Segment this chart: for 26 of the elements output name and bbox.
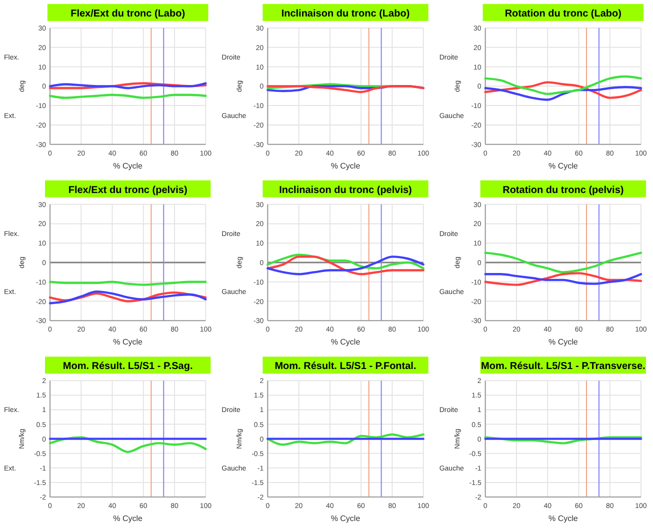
chart-title: Flex/Ext du tronc (pelvis) <box>68 184 188 196</box>
line-series <box>266 433 424 446</box>
x-axis-title: % Cycle <box>330 161 361 170</box>
x-axis-title: % Cycle <box>548 514 578 523</box>
x-axis-title: % Cycle <box>330 514 361 523</box>
line-series <box>484 86 642 101</box>
chart-title: Rotation du tronc (pelvis) <box>502 184 624 196</box>
x-axis-title: % Cycle <box>548 338 578 347</box>
line-series <box>484 81 642 99</box>
x-axis-title: % Cycle <box>548 161 578 170</box>
line-series <box>266 254 424 270</box>
x-axis-title: % Cycle <box>113 161 144 170</box>
x-axis-title: % Cycle <box>113 338 144 347</box>
chart-title: Rotation du tronc (Labo) <box>504 8 622 20</box>
line-series <box>266 256 424 276</box>
chart-title: Mom. Résult. L5/S1 - P.Sag. <box>62 361 193 372</box>
chart-title: Mom. Résult. L5/S1 - P.Transverse. <box>481 361 646 372</box>
chart-title: Mom. Résult. L5/S1 - P.Fontal. <box>274 361 416 372</box>
chart-title: Inclinaison du tronc (Labo) <box>281 8 410 20</box>
line-series <box>484 75 642 96</box>
line-series <box>48 436 207 454</box>
chart-title: Flex/Ext du tronc (Labo) <box>70 8 186 20</box>
chart-title: Inclinaison du tronc (pelvis) <box>279 184 412 196</box>
x-axis-title: % Cycle <box>330 338 361 347</box>
line-series <box>484 252 642 274</box>
x-axis-title: % Cycle <box>113 514 144 523</box>
